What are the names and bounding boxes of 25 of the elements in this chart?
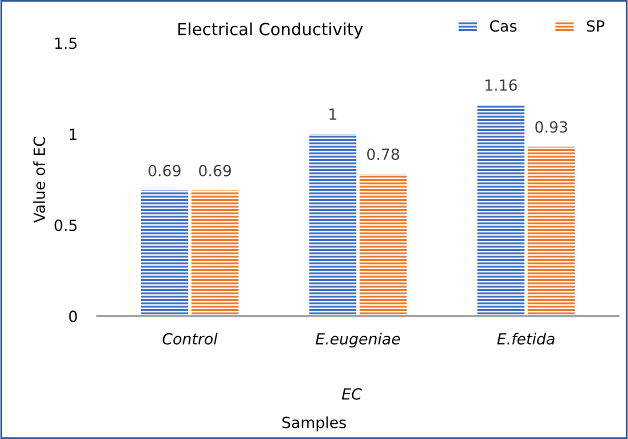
legend-label: Cas — [490, 20, 516, 32]
y-tick-label: 0.5 — [54, 220, 77, 232]
chart-title: Electrical Conductivity — [178, 22, 363, 39]
bar — [141, 190, 188, 316]
y-axis-title: Value of EC — [33, 137, 46, 223]
bar — [360, 174, 407, 316]
text: EC — [342, 388, 362, 400]
data-label: 0.93 — [535, 121, 568, 133]
y-tick-label: 1.5 — [55, 38, 77, 50]
x-tick-label: E.eugeniae — [316, 332, 400, 348]
x-tick-label: E.fetida — [497, 332, 554, 345]
legend-label: SP — [586, 20, 604, 32]
data-label: 0.78 — [367, 148, 400, 160]
bar — [477, 104, 524, 316]
bar — [309, 134, 356, 316]
data-label: 1.16 — [486, 79, 517, 91]
x-axis-title: Samples — [282, 416, 346, 432]
x-tick-label: Control — [162, 332, 218, 345]
data-label: 0.69 — [148, 164, 181, 176]
data-label: 1 — [330, 108, 336, 120]
data-label: 0.69 — [199, 164, 231, 176]
y-tick-label: 0 — [69, 310, 77, 322]
bar — [192, 190, 239, 316]
bar — [528, 146, 575, 316]
y-tick-label: 1 — [70, 128, 76, 140]
